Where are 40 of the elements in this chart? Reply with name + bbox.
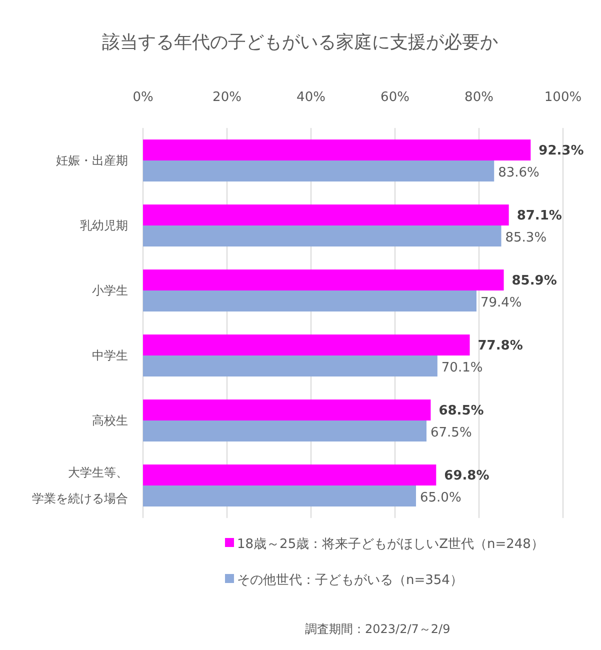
data-label: 68.5% [438, 404, 484, 418]
bar [143, 400, 431, 420]
data-label: 83.6% [498, 166, 540, 180]
bar [143, 160, 494, 182]
bar [143, 464, 436, 486]
chart-title: 該当する年代の子どもがいる家庭に支援が必要か [102, 32, 498, 53]
data-label: 65.0% [420, 490, 462, 506]
data-label: 69.8% [444, 468, 490, 484]
bar [143, 140, 531, 160]
data-label: 79.4% [480, 296, 522, 310]
x-tick-label: 60% [380, 90, 410, 105]
legend-label: 18歳～25歳：将来子どもがほしいZ世代（n=248） [237, 537, 544, 552]
x-tick-label: 40% [296, 90, 326, 105]
data-label: 87.1% [516, 208, 562, 224]
y-tick-label: 高校生 [92, 414, 128, 428]
bar [143, 226, 502, 246]
bar [143, 420, 426, 442]
data-label: 85.3% [505, 230, 547, 246]
y-tick-label: 大学生等、学業を続ける場合 [32, 466, 128, 506]
bar [143, 356, 438, 376]
legend-label: その他世代：子どもがいる（n=354） [237, 573, 463, 588]
y-tick-label: 乳幼児期 [80, 218, 128, 232]
data-label: 85.9% [512, 274, 557, 288]
data-label: 70.1% [441, 360, 483, 376]
bar [143, 270, 504, 290]
bar [143, 290, 476, 312]
data-label: 77.8% [478, 338, 523, 354]
bar [143, 334, 470, 356]
text: 調査期間：2023/2/7～2/9 [305, 622, 450, 636]
bar [143, 204, 509, 226]
x-tick-label: 20% [212, 90, 242, 105]
bar [143, 486, 416, 506]
x-tick-label: 100% [544, 90, 582, 105]
x-tick-label: 0% [132, 90, 154, 105]
data-label: 67.5% [430, 426, 472, 440]
x-tick-label: 80% [464, 90, 494, 105]
data-label: 92.3% [538, 144, 584, 158]
y-tick-label: 妊娠・出産期 [56, 154, 128, 168]
y-tick-label: 小学生 [92, 284, 128, 298]
y-tick-label: 中学生 [92, 348, 128, 362]
